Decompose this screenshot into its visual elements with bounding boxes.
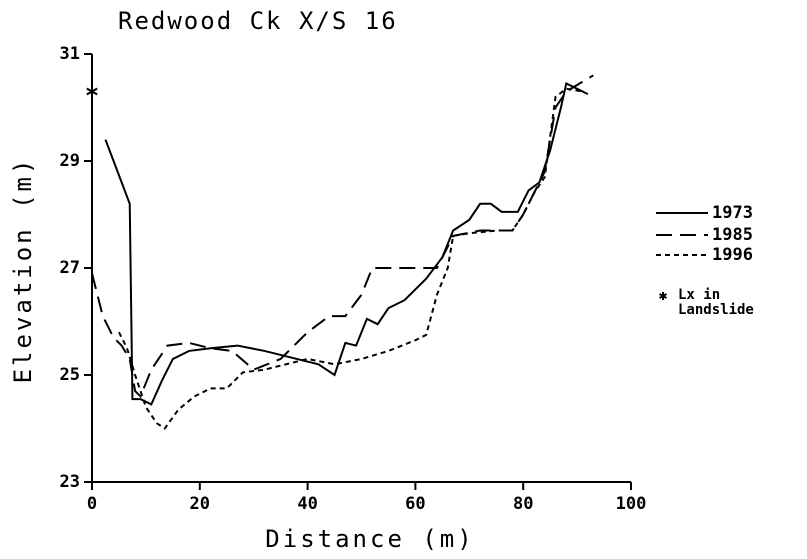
x-tick-label: 0 [87,494,97,514]
x-tick-label: 20 [190,494,210,514]
marker-point [86,85,98,98]
legend-marker [659,292,667,300]
x-tick-label: 60 [405,494,425,514]
series-line [104,81,589,406]
y-tick-label: 27 [60,258,80,278]
chart-title: Redwood Ck X/S 16 [118,7,398,35]
x-tick-label: 100 [616,494,647,514]
legend-label: 1973 [712,203,753,223]
x-tick-label: 40 [297,494,317,514]
y-tick-label: 25 [60,365,80,385]
y-tick-label: 29 [60,151,80,171]
x-axis-label: Distance (m) [265,525,474,553]
x-tick-label: 80 [513,494,533,514]
y-tick-label: 31 [60,44,80,64]
y-tick-label: 23 [60,472,80,492]
legend-marker-label: Lx in Landslide [678,287,754,318]
legend-label: 1996 [712,245,753,265]
legend-label: 1985 [712,225,753,245]
y-axis-label: Elevation (m) [9,157,37,384]
series-line [118,87,583,430]
